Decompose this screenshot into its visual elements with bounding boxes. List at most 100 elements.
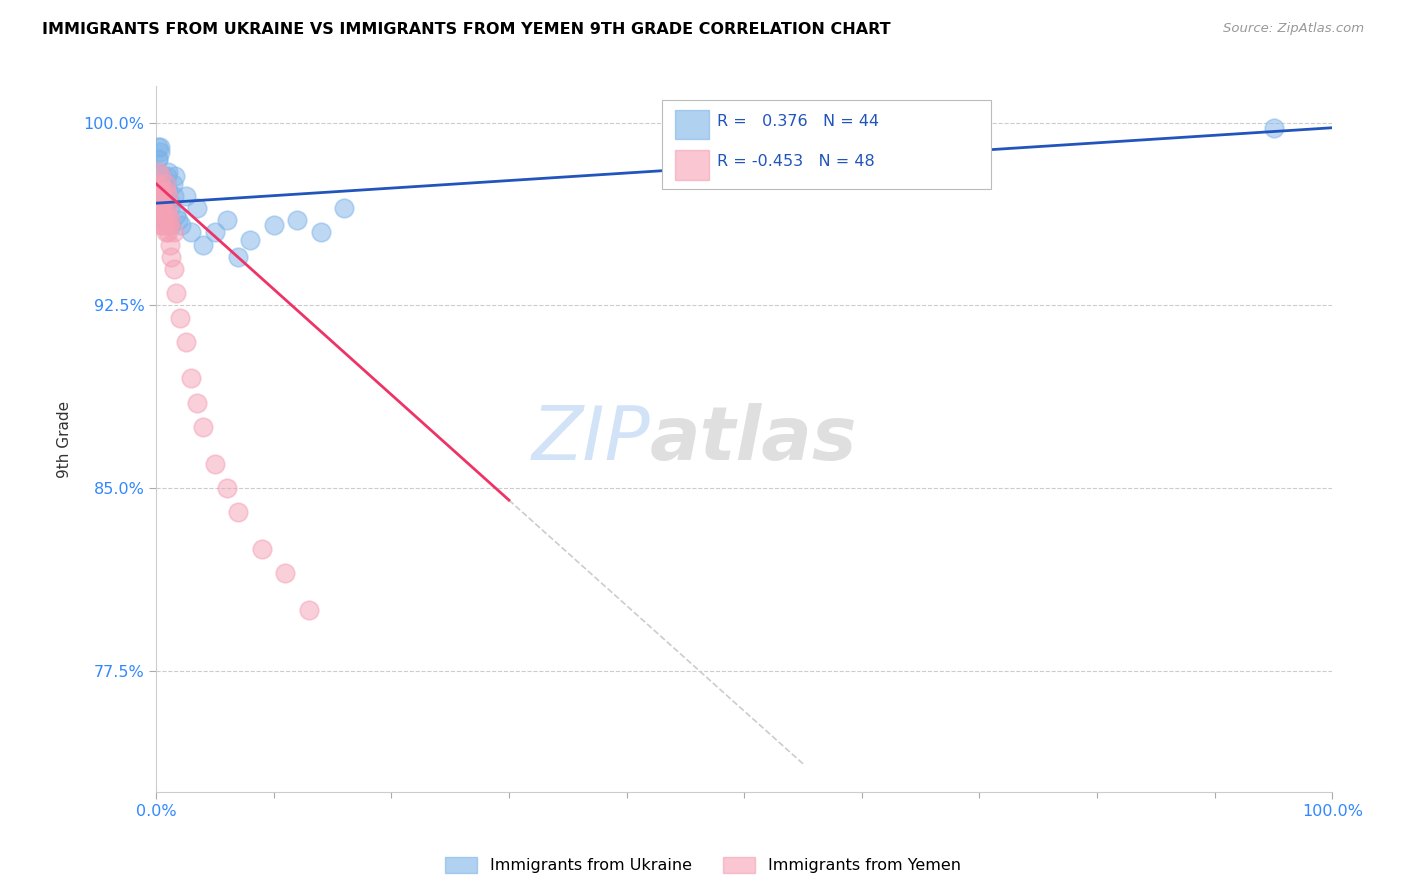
- Point: [309, 226, 332, 240]
- Point: [150, 201, 173, 215]
- Point: [228, 505, 250, 519]
- Point: [163, 261, 186, 276]
- Point: [174, 334, 197, 349]
- Point: [148, 140, 170, 154]
- Point: [155, 184, 177, 198]
- Point: [186, 396, 208, 410]
- Point: [163, 169, 186, 184]
- Point: [180, 226, 202, 240]
- Point: [150, 208, 173, 222]
- Point: [186, 201, 208, 215]
- Point: [163, 189, 186, 203]
- Point: [215, 481, 238, 495]
- Point: [285, 213, 308, 227]
- Point: [163, 226, 186, 240]
- Point: [149, 177, 172, 191]
- Point: [149, 169, 172, 184]
- Point: [152, 194, 174, 208]
- Point: [148, 201, 170, 215]
- Text: ZIP: ZIP: [531, 403, 650, 475]
- Point: [159, 237, 181, 252]
- Point: [155, 177, 177, 191]
- Point: [1263, 120, 1285, 135]
- Point: [156, 169, 179, 184]
- FancyBboxPatch shape: [662, 101, 991, 189]
- Point: [191, 237, 214, 252]
- Point: [162, 177, 184, 191]
- Point: [149, 213, 172, 227]
- Point: [153, 201, 176, 215]
- Point: [150, 169, 173, 184]
- Point: [157, 194, 180, 208]
- Point: [156, 201, 179, 215]
- Point: [155, 177, 177, 191]
- Point: [150, 189, 173, 203]
- Point: [153, 213, 176, 227]
- FancyBboxPatch shape: [675, 150, 709, 179]
- Point: [152, 218, 174, 232]
- Point: [148, 164, 170, 178]
- Point: [333, 201, 356, 215]
- Point: [167, 213, 190, 227]
- Point: [149, 145, 172, 159]
- Point: [156, 226, 179, 240]
- Point: [204, 226, 226, 240]
- Text: atlas: atlas: [650, 403, 858, 475]
- Point: [169, 310, 191, 325]
- Point: [174, 189, 197, 203]
- Point: [156, 213, 179, 227]
- Point: [152, 208, 174, 222]
- Point: [159, 213, 181, 227]
- Point: [156, 189, 179, 203]
- Point: [149, 194, 172, 208]
- Y-axis label: 9th Grade: 9th Grade: [58, 401, 72, 478]
- Point: [146, 164, 169, 178]
- FancyBboxPatch shape: [675, 110, 709, 139]
- Point: [146, 194, 169, 208]
- Point: [165, 208, 187, 222]
- Legend: Immigrants from Ukraine, Immigrants from Yemen: Immigrants from Ukraine, Immigrants from…: [439, 850, 967, 880]
- Point: [191, 420, 214, 434]
- Point: [153, 189, 176, 203]
- Point: [165, 286, 187, 301]
- Point: [156, 164, 179, 178]
- Point: [152, 194, 174, 208]
- Point: [153, 213, 176, 227]
- Point: [152, 177, 174, 191]
- Point: [274, 566, 297, 581]
- Point: [149, 218, 172, 232]
- Point: [228, 250, 250, 264]
- Point: [149, 189, 172, 203]
- Point: [153, 208, 176, 222]
- Point: [298, 602, 321, 616]
- Point: [150, 184, 173, 198]
- Point: [180, 371, 202, 385]
- Text: IMMIGRANTS FROM UKRAINE VS IMMIGRANTS FROM YEMEN 9TH GRADE CORRELATION CHART: IMMIGRANTS FROM UKRAINE VS IMMIGRANTS FR…: [42, 22, 891, 37]
- Point: [170, 218, 193, 232]
- Point: [149, 184, 172, 198]
- Point: [160, 218, 183, 232]
- Point: [148, 184, 170, 198]
- Point: [160, 250, 183, 264]
- Point: [148, 177, 170, 191]
- Point: [146, 177, 169, 191]
- Point: [263, 218, 285, 232]
- Point: [149, 140, 172, 154]
- Point: [250, 541, 273, 556]
- Point: [155, 226, 177, 240]
- Point: [159, 201, 181, 215]
- Text: R = -0.453   N = 48: R = -0.453 N = 48: [717, 154, 875, 169]
- Point: [149, 189, 172, 203]
- Text: R =   0.376   N = 44: R = 0.376 N = 44: [717, 114, 879, 129]
- Point: [204, 457, 226, 471]
- Point: [149, 184, 172, 198]
- Point: [148, 153, 170, 167]
- Point: [156, 184, 179, 198]
- Point: [215, 213, 238, 227]
- Point: [148, 153, 170, 167]
- Point: [157, 218, 180, 232]
- Point: [239, 233, 262, 247]
- Point: [149, 201, 172, 215]
- Text: Source: ZipAtlas.com: Source: ZipAtlas.com: [1223, 22, 1364, 36]
- Point: [155, 194, 177, 208]
